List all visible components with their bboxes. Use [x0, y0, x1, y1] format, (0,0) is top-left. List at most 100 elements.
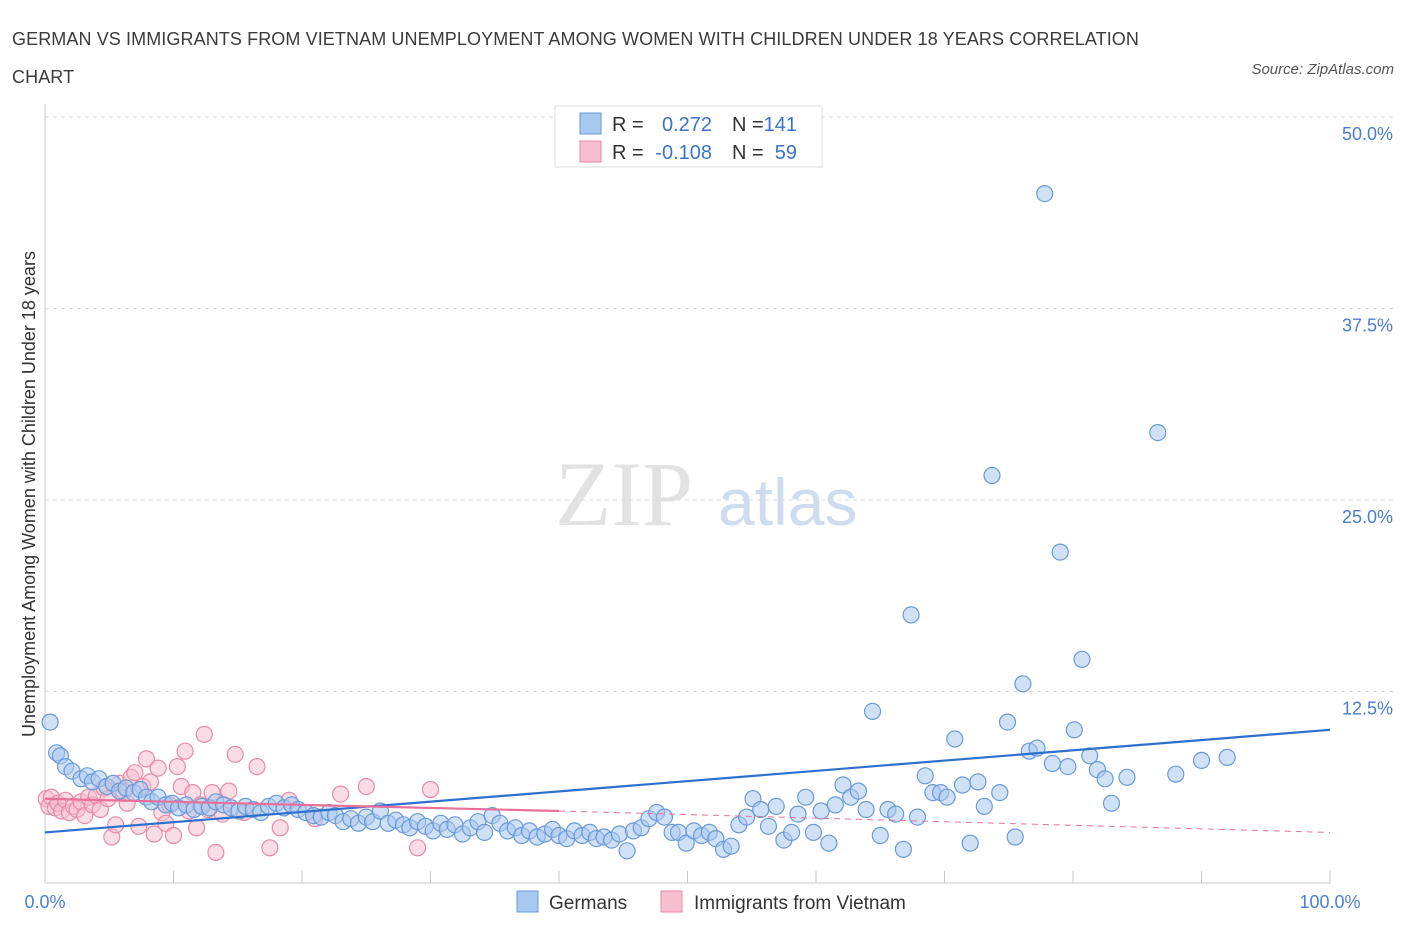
vietnam-trend-line	[44, 797, 560, 813]
vietnam-point	[164, 826, 183, 845]
german-point	[1043, 754, 1062, 773]
german-point	[797, 788, 815, 806]
vietnam-point	[261, 839, 279, 857]
german-point	[857, 800, 875, 819]
german-point	[752, 800, 770, 819]
german-point	[677, 834, 695, 852]
german-point	[826, 796, 844, 814]
german-point	[655, 808, 674, 826]
german-point	[938, 788, 956, 806]
german-point	[1073, 650, 1091, 668]
german-point	[902, 606, 920, 624]
vietnam-point	[226, 745, 244, 763]
germans-r-value: 0.272	[662, 114, 712, 136]
stats-legend: R = 0.272 N = 141 R = -0.108 N = 59	[554, 105, 823, 168]
vietnam-n-value: 59	[775, 142, 797, 164]
german-point	[1081, 747, 1099, 765]
german-point	[1118, 768, 1136, 786]
german-point	[953, 776, 972, 794]
vietnam-r-label: R =	[612, 142, 644, 164]
vietnam-r-value: -0.108	[655, 142, 712, 164]
trend-lines	[44, 728, 1331, 834]
germans-bottom-swatch	[516, 890, 539, 913]
german-point	[1167, 765, 1185, 783]
german-point	[1014, 675, 1032, 693]
germans-r-label: R =	[612, 114, 644, 136]
y-tick-label: 12.5%	[1342, 699, 1393, 719]
vietnam-point	[271, 819, 289, 837]
german-point	[1065, 721, 1083, 739]
vietnam-n-label: N =	[732, 142, 764, 164]
german-point	[946, 730, 964, 748]
german-point	[975, 797, 993, 816]
vietnam-point	[357, 777, 375, 796]
watermark-atlas: atlas	[718, 465, 857, 539]
vietnam-point	[188, 819, 206, 837]
german-point	[998, 713, 1017, 731]
german-point	[908, 808, 927, 826]
german-point	[789, 805, 807, 823]
german-point	[812, 802, 830, 820]
german-point	[1036, 185, 1054, 203]
german-point	[1051, 543, 1069, 561]
y-axis-tick-labels: 12.5% 25.0% 37.5% 50.0%	[1342, 124, 1393, 719]
german-point	[834, 776, 852, 794]
watermark-zip: ZIP	[555, 443, 693, 545]
germans-legend-label: Germans	[549, 893, 627, 914]
chart-title: GERMAN VS IMMIGRANTS FROM VIETNAM UNEMPL…	[12, 29, 1140, 87]
german-point	[1006, 828, 1024, 846]
german-point	[1059, 757, 1077, 776]
german-point	[820, 834, 838, 852]
german-point	[863, 702, 882, 721]
vietnam-point	[332, 785, 350, 803]
x-axis-ticks	[44, 871, 1331, 883]
gridlines	[45, 116, 1395, 692]
germans-n-label: N =	[732, 114, 764, 136]
vietnam-point	[137, 750, 156, 768]
x-tick-label-min: 0.0%	[24, 892, 65, 912]
german-point	[983, 466, 1001, 485]
vietnam-point	[195, 725, 213, 744]
german-point	[475, 823, 494, 842]
german-point	[1149, 424, 1167, 442]
vietnam-point	[176, 742, 194, 760]
german-point	[759, 817, 778, 835]
german-point	[894, 840, 913, 858]
vietnam-point	[207, 843, 225, 862]
german-point	[849, 782, 868, 800]
german-point	[1218, 748, 1236, 767]
y-tick-label: 50.0%	[1342, 124, 1393, 144]
german-point	[961, 834, 979, 852]
german-point	[618, 842, 636, 860]
y-tick-label: 25.0%	[1342, 507, 1393, 527]
german-point	[1096, 770, 1114, 788]
vietnam-legend-swatch	[579, 140, 602, 163]
vietnam-trend-line-extrapolated	[558, 810, 1331, 833]
vietnam-bottom-swatch	[660, 890, 683, 913]
german-point	[722, 837, 740, 855]
vietnam-point	[145, 825, 163, 843]
german-point	[41, 713, 59, 731]
germans-legend-swatch	[579, 112, 602, 135]
x-tick-label-max: 100.0%	[1299, 892, 1360, 912]
german-point	[804, 823, 823, 842]
vietnam-point	[248, 757, 266, 776]
vietnam-point	[126, 764, 144, 782]
german-point	[737, 808, 756, 826]
y-axis-label: Unemployment Among Women with Children U…	[19, 251, 39, 737]
vietnam-point	[421, 780, 440, 799]
series-legend: Germans Immigrants from Vietnam	[516, 890, 906, 914]
vietnam-series-points	[37, 725, 440, 862]
germans-series-points	[41, 185, 1236, 860]
german-point	[969, 773, 987, 791]
vietnam-point	[107, 816, 125, 834]
german-point	[1102, 794, 1121, 812]
vietnam-legend-label: Immigrants from Vietnam	[694, 893, 906, 914]
german-point	[767, 797, 785, 816]
german-point	[871, 826, 889, 845]
vietnam-point	[149, 759, 167, 777]
german-point	[916, 767, 934, 785]
germans-n-value: 141	[764, 114, 797, 136]
german-point	[610, 825, 629, 843]
